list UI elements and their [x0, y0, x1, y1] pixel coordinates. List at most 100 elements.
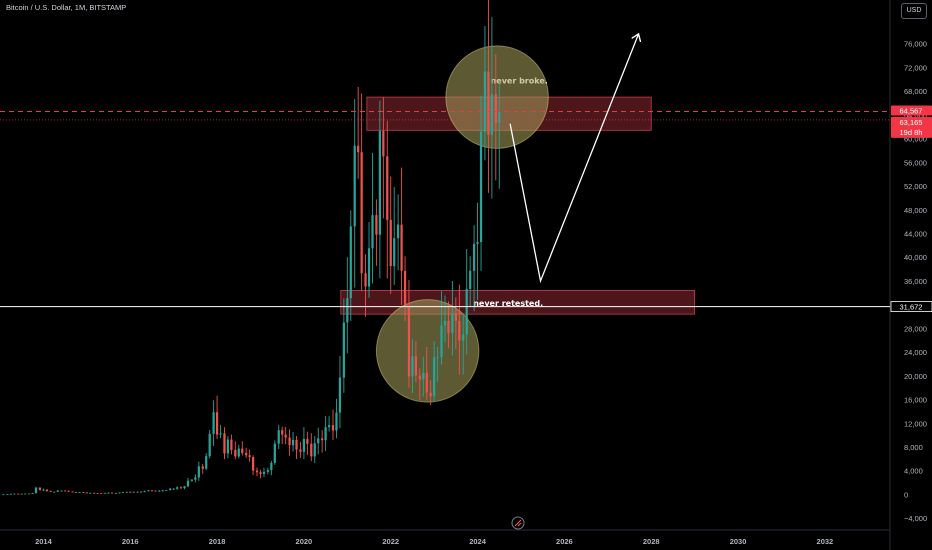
candle-body: [335, 412, 338, 431]
candle-body: [378, 130, 381, 235]
candle-body: [425, 372, 428, 393]
candle-body: [158, 490, 161, 492]
candle-body: [31, 493, 34, 495]
candle-body: [147, 490, 150, 492]
candle-body: [346, 298, 349, 323]
time-axis[interactable]: 2014 2016 2018 2020 2022 2024 2026 2028 2030 2032: [35, 537, 833, 546]
candle-body: [230, 439, 233, 450]
price-axis[interactable]: −4,000 0 4,000 8,000 12,000 16,000 20,000 24,00…: [890, 40, 932, 523]
candle-body: [121, 492, 124, 493]
candle-body: [237, 448, 240, 457]
price-tick-label: 72,000: [904, 63, 927, 72]
candle-body: [38, 487, 42, 491]
candle-body: [93, 492, 96, 494]
price-tick-label: 56,000: [904, 158, 927, 167]
candle-body: [129, 491, 132, 493]
candle-body: [273, 443, 276, 463]
candle-body: [125, 491, 128, 493]
candle-body: [389, 219, 392, 267]
candle-body: [479, 131, 483, 243]
price-tick-label: 16,000: [904, 396, 927, 405]
candle-body: [60, 490, 63, 492]
candle-body: [27, 493, 31, 495]
countdown-label: 19d 8h: [900, 128, 923, 137]
candle-body: [110, 492, 114, 494]
logo-ring: [511, 516, 525, 530]
candle-body: [255, 470, 259, 473]
candle-body: [161, 490, 164, 492]
support-price-badge: 31,672: [900, 303, 923, 312]
candle-body: [498, 111, 501, 123]
candle-body: [407, 305, 411, 377]
candle-body: [429, 392, 432, 397]
candle-body: [71, 491, 74, 493]
price-tick-label: −4,000: [904, 514, 927, 523]
price-tick-label: 52,000: [904, 182, 927, 191]
support-price-badge-bg: [891, 301, 932, 312]
candle-body: [357, 145, 360, 153]
price-tick-label: 12,000: [904, 419, 927, 428]
candle-body: [483, 71, 487, 132]
price-tick-label: 60,000: [904, 135, 927, 144]
candle-body: [353, 145, 356, 227]
candle-body: [82, 492, 85, 493]
candle-body: [338, 377, 342, 413]
price-tick-label: 48,000: [904, 206, 927, 215]
candle-body: [245, 452, 248, 456]
projection-path: [509, 35, 638, 284]
candle-body: [386, 156, 389, 220]
candle-body: [223, 433, 226, 454]
candle-body: [183, 486, 186, 489]
candle-body: [114, 493, 118, 494]
candle-body: [20, 493, 23, 495]
price-tick-label: 36,000: [904, 277, 927, 286]
candle-body: [136, 491, 139, 493]
candle-body: [53, 491, 56, 493]
price-tick-label: 20,000: [904, 372, 927, 381]
candle-body: [34, 487, 38, 494]
candle-body: [89, 492, 92, 494]
candle-body: [375, 215, 378, 235]
candle-body: [205, 456, 208, 469]
price-tick-label: 40,000: [904, 253, 927, 262]
price-tick-label: 4,000: [904, 467, 923, 476]
candle-body: [299, 449, 302, 452]
candle-body: [440, 325, 443, 358]
candle-body: [100, 493, 103, 494]
candle-body: [371, 215, 374, 249]
candle-body: [364, 273, 367, 287]
candle-body: [9, 493, 12, 495]
candle-body: [487, 71, 490, 135]
candle-body: [139, 491, 143, 493]
current-price-badge-bg: [891, 116, 932, 138]
candle-body: [103, 492, 107, 494]
candle-body: [197, 466, 200, 478]
candle-body: [17, 493, 20, 495]
candle-body: [324, 427, 327, 441]
grid: [0, 0, 891, 550]
candle-body: [24, 493, 27, 495]
candle-body: [74, 492, 78, 493]
candle-body: [436, 357, 439, 358]
candle-body: [382, 130, 385, 157]
candle-body: [396, 224, 400, 239]
candle-body: [56, 490, 59, 492]
candle-body: [42, 489, 45, 491]
zone-label-never-retested: never retested.: [473, 299, 543, 308]
candle-body: [132, 491, 135, 493]
candle-body: [476, 242, 479, 244]
candle-body: [393, 238, 396, 267]
candle-body: [411, 356, 414, 377]
candle-body: [176, 487, 179, 489]
candle-body: [49, 491, 52, 492]
candle-body: [465, 288, 468, 335]
candle-body: [169, 488, 172, 491]
tradingview-logo: [511, 516, 525, 530]
candle-body: [270, 462, 273, 471]
candle-body: [96, 492, 99, 494]
time-tick-label: 2020: [296, 537, 313, 546]
candle-body: [226, 439, 230, 454]
time-tick-label: 2032: [817, 537, 834, 546]
currency-button[interactable]: USD: [901, 3, 927, 19]
